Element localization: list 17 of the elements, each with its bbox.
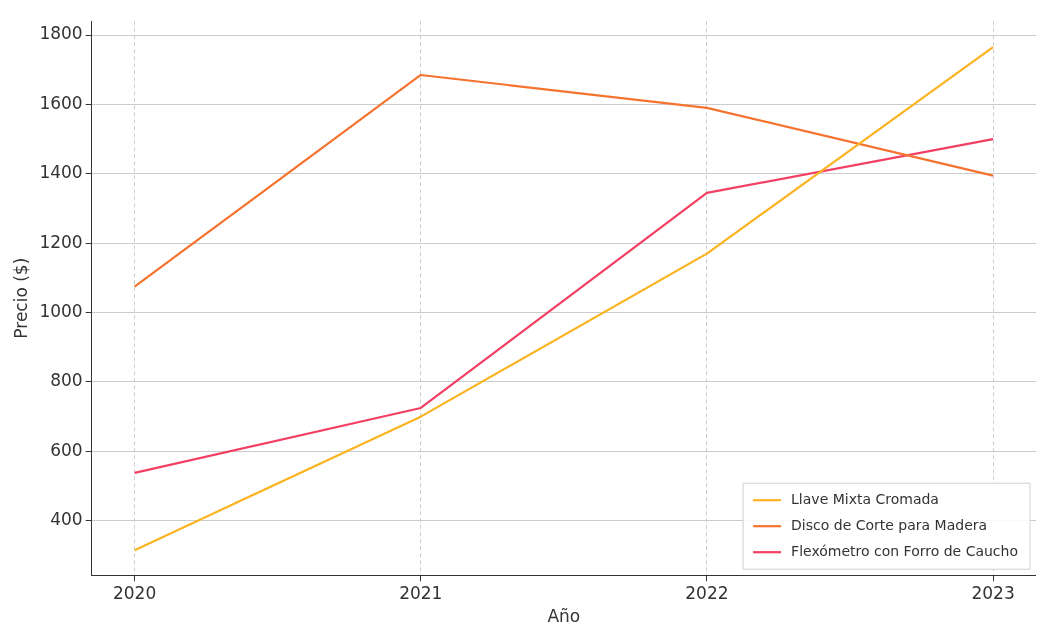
legend-label: Disco de Corte para Madera bbox=[791, 516, 988, 533]
legend-label: Llave Mixta Cromada bbox=[791, 490, 939, 507]
x-axis-title: Año bbox=[547, 606, 581, 627]
x-tick-label: 2022 bbox=[685, 582, 729, 603]
legend-label: Flexómetro con Forro de Caucho bbox=[791, 542, 1019, 559]
y-tick-label: 600 bbox=[50, 439, 83, 460]
y-tick-label: 400 bbox=[50, 509, 83, 530]
y-tick-label: 800 bbox=[50, 370, 83, 391]
x-tick-label: 2020 bbox=[112, 582, 157, 603]
y-tick-label: 1600 bbox=[39, 92, 83, 113]
x-tick-label: 2023 bbox=[971, 582, 1015, 603]
x-tick-label: 2021 bbox=[399, 582, 443, 603]
y-tick-label: 1000 bbox=[39, 301, 83, 322]
y-tick-label: 1200 bbox=[39, 231, 83, 252]
y-axis-title: Precio ($) bbox=[10, 257, 31, 339]
y-tick-label: 1800 bbox=[39, 23, 83, 44]
y-tick-label: 1400 bbox=[39, 162, 83, 183]
